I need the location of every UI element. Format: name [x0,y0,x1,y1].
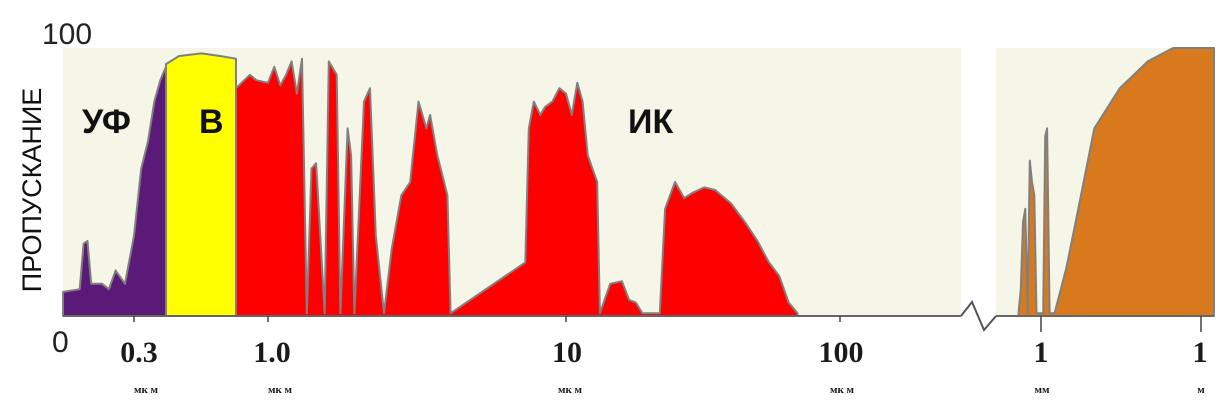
band-area-ИК [235,57,799,317]
tick-label-0-3: 0.3 [120,336,158,369]
tick-unit-100: мк м [830,384,855,396]
band-label-ir: ИК [628,103,673,141]
tick-label-1m: 1 [1193,336,1208,369]
y-axis-label: ПРОПУСКАНИЕ [17,88,47,293]
band-area-radio [1017,47,1215,317]
tick-label-1-0: 1.0 [253,336,291,369]
x-ticks: 0.3 1.0 10 100 1 1 мк м мк м мк м мк м м… [120,316,1208,396]
tick-unit-0-3: мк м [134,384,159,396]
band-series [62,47,1215,317]
tick-label-100: 100 [819,336,864,369]
tick-unit-1-0: мк м [268,384,293,396]
tick-unit-1mm: мм [1035,384,1050,396]
band-area-В [165,52,237,317]
y-max-label: 100 [42,18,92,51]
origin-label: 0 [52,326,69,359]
tick-label-1mm: 1 [1034,336,1049,369]
band-label-uv: УФ [82,103,131,141]
band-label-visible: В [199,103,224,141]
axis-break-icon [960,300,997,332]
tick-unit-1m: м [1197,384,1205,396]
tick-label-10: 10 [552,336,582,369]
band-area-УФ [62,65,167,317]
tick-unit-10: мк м [558,384,583,396]
